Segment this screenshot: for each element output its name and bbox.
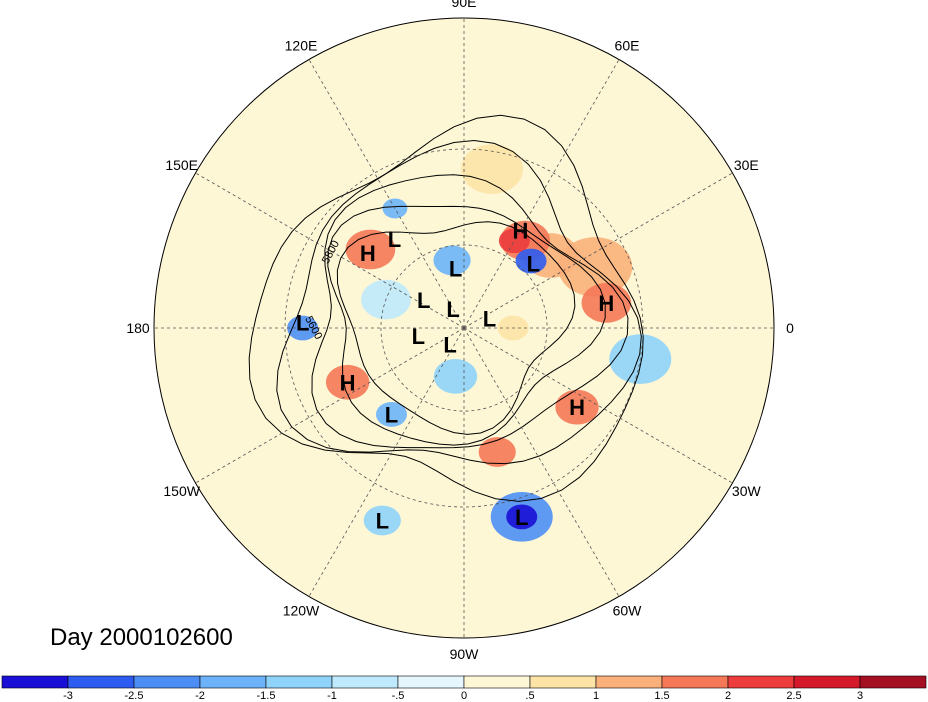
- low-pressure-center: L: [417, 288, 430, 313]
- anomaly-patch: [478, 437, 516, 467]
- colorbar-tick-label: -1.5: [257, 690, 276, 702]
- height-contour: [276, 140, 642, 465]
- longitude-labels: 90E 60E 30E 0 30W 60W 90W 120W 150W 180 150E 120E: [126, 0, 794, 662]
- colorbar-swatch: [133, 675, 201, 689]
- low-pressure-center: L: [376, 508, 389, 533]
- anomaly-patch: [433, 358, 478, 394]
- anomaly-patch: [515, 248, 547, 274]
- height-contour: [311, 174, 629, 449]
- parallel-line: [284, 148, 644, 508]
- map-boundary: [153, 17, 775, 639]
- meridian-line: [463, 327, 733, 484]
- colorbar-tick-label: 1.5: [654, 690, 669, 702]
- colorbar-swatch: [595, 675, 663, 689]
- parallel-line: [380, 244, 548, 412]
- longitude-label: 150E: [165, 157, 198, 173]
- high-pressure-center: H: [340, 370, 356, 395]
- high-pressure-center: H: [512, 218, 528, 243]
- colorbar-tick-label: -1: [327, 690, 337, 702]
- anomaly-patch: [363, 505, 401, 536]
- longitude-label: 150W: [163, 483, 200, 499]
- low-pressure-center: L: [527, 251, 540, 276]
- day-title: Day 2000102600: [50, 624, 233, 651]
- meridian-line: [308, 59, 465, 329]
- colorbar-tick-label: 0: [461, 690, 467, 702]
- high-pressure-center: H: [360, 241, 376, 266]
- longitude-label: 120W: [283, 602, 320, 618]
- low-pressure-center: L: [446, 297, 459, 322]
- longitude-label: 120E: [285, 38, 318, 54]
- anomaly-patch: [461, 144, 524, 194]
- colorbar-swatch: [859, 675, 927, 689]
- anomaly-patch: [555, 389, 599, 425]
- height-contours: [248, 114, 644, 502]
- anomaly-patch: [325, 364, 370, 400]
- meridian-line: [308, 327, 465, 597]
- colorbar-swatch: [331, 675, 399, 689]
- low-pressure-center: L: [483, 307, 496, 332]
- height-contour: [248, 114, 644, 502]
- colorbar-swatch: [199, 675, 267, 689]
- colorbar-swatch: [265, 675, 333, 689]
- low-pressure-center: L: [296, 310, 309, 335]
- colorbar-tick-label: .5: [525, 690, 534, 702]
- longitude-label: 30W: [732, 483, 762, 499]
- colorbar-tick-label: -2.5: [125, 690, 144, 702]
- meridian-line: [463, 59, 620, 329]
- low-pressure-center: L: [443, 333, 456, 358]
- meridian-line: [195, 327, 465, 484]
- high-pressure-center: H: [569, 395, 585, 420]
- meridian-line: [463, 327, 620, 597]
- colorbar-tick-label: -3: [63, 690, 73, 702]
- longitude-label: 180: [126, 320, 150, 336]
- low-pressure-center: L: [449, 256, 462, 281]
- anomaly-patch: [581, 283, 632, 323]
- colorbar-swatch: [727, 675, 795, 689]
- low-pressure-center: L: [412, 324, 425, 349]
- colorbar-swatch: [463, 675, 531, 689]
- colorbar-swatch: [661, 675, 729, 689]
- high-pressure-center: H: [598, 291, 614, 316]
- meridian-line: [463, 172, 733, 329]
- colorbar-swatch: [793, 675, 861, 689]
- longitude-label: 60E: [615, 38, 640, 54]
- colorbar-swatch: [67, 675, 135, 689]
- colorbar: -3 -2.5 -2 -1.5 -1 -.5 0 .5 1 1.5 2 2.5 3: [1, 675, 927, 702]
- anomaly-patch: [375, 402, 407, 427]
- colorbar-swatch: [529, 675, 597, 689]
- longitude-label: 90W: [450, 646, 480, 662]
- colorbar-tick-label: 1: [593, 690, 599, 702]
- colorbar-tick-label: 2.5: [786, 690, 801, 702]
- colorbar-swatch: [397, 675, 465, 689]
- anomaly-patch: [557, 237, 633, 297]
- anomaly-patch: [498, 228, 530, 254]
- colorbar-tick-label: 3: [857, 690, 863, 702]
- colorbar-swatch: [1, 675, 69, 689]
- height-contour: [336, 221, 576, 435]
- map-disk: [154, 18, 774, 638]
- low-pressure-center: L: [515, 505, 528, 530]
- anomaly-patch: [506, 504, 538, 530]
- low-pressure-center: L: [388, 227, 401, 252]
- longitude-label: 0: [786, 320, 794, 336]
- longitude-label: 30E: [734, 157, 759, 173]
- height-contour: [327, 205, 606, 446]
- colorbar-tick-label: -2: [195, 690, 205, 702]
- colorbar-tick-label: 2: [725, 690, 731, 702]
- longitude-label: 90E: [452, 0, 477, 10]
- colorbar-tick-label: -.5: [392, 690, 405, 702]
- low-pressure-center: L: [385, 402, 398, 427]
- anomaly-patch: [433, 245, 471, 276]
- lat-lon-grid: [154, 18, 774, 638]
- longitude-label: 60W: [613, 602, 643, 618]
- meridian-line: [195, 172, 465, 329]
